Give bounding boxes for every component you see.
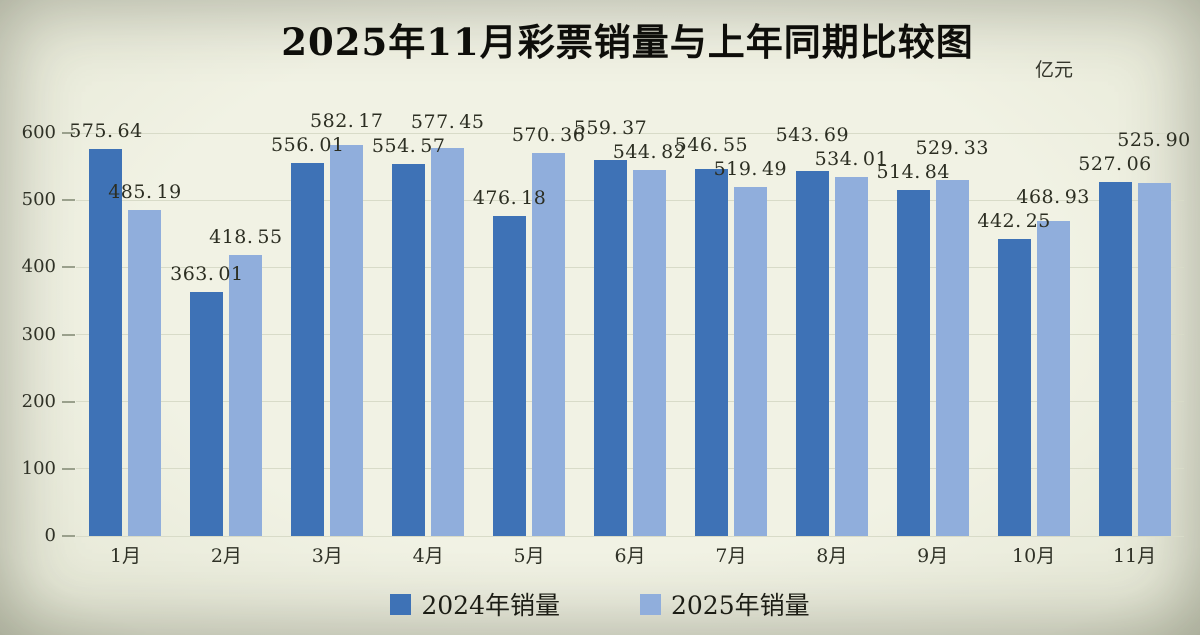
bar-value-label-2025-11月: 525. 90 — [1117, 128, 1191, 151]
legend: 2024年销量 2025年销量 — [0, 586, 1200, 622]
bar-2025-1月 — [128, 210, 162, 536]
bar-2025-10月 — [1036, 221, 1070, 536]
bar-value-label-2024-4月: 554. 57 — [371, 134, 446, 157]
x-axis-month-label: 2月 — [210, 545, 242, 567]
bar-2024-1月 — [89, 149, 123, 536]
x-axis-month-label: 7月 — [715, 545, 747, 567]
gridline-100 — [76, 468, 1184, 470]
bar-value-label-2024-10月: 442. 25 — [977, 209, 1051, 232]
axis-tick-200 — [62, 400, 75, 403]
legend-swatch-2025 — [640, 593, 661, 615]
x-axis-month-label: 11月 — [1112, 545, 1157, 567]
bar-value-label-2025-6月: 544. 82 — [612, 141, 687, 164]
gridline-600 — [76, 132, 1184, 134]
legend-item-2024: 2024年销量 — [390, 586, 560, 622]
y-axis-tick-label: 500 — [21, 189, 56, 211]
bar-2025-6月 — [633, 170, 666, 536]
x-axis-month-label: 3月 — [311, 545, 343, 567]
bar-2024-4月 — [392, 163, 426, 536]
gridline-0 — [76, 535, 1184, 537]
bar-value-label-2024-1月: 575. 64 — [69, 120, 143, 143]
y-axis-tick-label: 300 — [21, 323, 56, 345]
bar-value-label-2025-1月: 485. 19 — [108, 181, 182, 204]
x-axis-month-label: 5月 — [513, 545, 545, 567]
bar-value-label-2025-3月: 582. 17 — [310, 109, 384, 132]
y-axis-tick-label: 200 — [21, 390, 56, 412]
bar-2024-11月 — [1098, 181, 1132, 536]
gridline-300 — [76, 334, 1184, 335]
bar-value-label-2025-5月: 570. 36 — [511, 123, 586, 146]
bar-value-label-2024-3月: 556. 01 — [271, 133, 345, 156]
bar-value-label-2025-10月: 468. 93 — [1016, 185, 1090, 208]
bar-2024-10月 — [997, 238, 1031, 536]
bar-2024-7月 — [694, 168, 728, 536]
gridline-400 — [76, 266, 1184, 268]
bar-value-label-2025-8月: 534. 01 — [814, 148, 889, 171]
bar-2025-11月 — [1137, 182, 1171, 536]
bar-2025-8月 — [834, 177, 868, 536]
bar-2024-6月 — [594, 160, 627, 536]
axis-tick-0 — [62, 535, 75, 537]
y-axis-tick-label: 600 — [21, 122, 56, 143]
bar-2025-3月 — [330, 144, 364, 536]
bar-value-label-2024-7月: 546. 55 — [674, 134, 749, 157]
axis-tick-300 — [62, 333, 75, 336]
bar-2024-5月 — [493, 216, 527, 536]
x-axis-month-label: 10月 — [1012, 545, 1056, 567]
bar-value-label-2025-4月: 577. 45 — [410, 110, 485, 133]
bar-2025-4月 — [431, 148, 465, 536]
y-axis-tick-label: 100 — [21, 457, 56, 479]
bar-2025-9月 — [935, 180, 969, 536]
legend-label-2024: 2024年销量 — [421, 591, 560, 620]
bar-2025-5月 — [532, 152, 566, 536]
bar-2024-3月 — [291, 162, 325, 536]
bar-value-label-2025-7月: 519. 49 — [713, 158, 788, 181]
legend-item-2025: 2025年销量 — [640, 586, 810, 622]
bar-value-label-2024-5月: 476. 18 — [472, 187, 547, 210]
y-axis-tick-label: 0 — [44, 525, 56, 546]
x-axis-month-label: 6月 — [614, 545, 646, 567]
y-axis-tick-label: 400 — [21, 256, 56, 278]
bar-value-label-2024-2月: 363. 01 — [170, 263, 244, 286]
bar-value-label-2024-11月: 527. 06 — [1078, 152, 1152, 175]
x-axis-month-label: 8月 — [816, 545, 848, 567]
axis-tick-400 — [62, 266, 75, 269]
x-axis-month-label: 1月 — [109, 545, 141, 567]
bar-2025-7月 — [733, 187, 767, 536]
bar-value-label-2024-8月: 543. 69 — [775, 124, 850, 147]
legend-label-2025: 2025年销量 — [671, 591, 810, 620]
bar-value-label-2024-6月: 559. 37 — [573, 117, 648, 140]
chart-title: 2025年11月彩票销量与上年同期比较图 — [281, 20, 974, 64]
bar-value-label-2025-2月: 418. 55 — [209, 225, 283, 248]
legend-swatch-2024 — [390, 593, 412, 615]
axis-tick-600 — [62, 132, 75, 134]
bar-2025-2月 — [229, 254, 263, 536]
bar-2024-9月 — [896, 190, 930, 536]
bar-value-label-2024-9月: 514. 84 — [876, 161, 950, 184]
axis-tick-100 — [62, 467, 75, 470]
gridline-200 — [76, 401, 1184, 403]
x-axis-month-label: 9月 — [917, 545, 949, 567]
bar-2024-8月 — [795, 170, 829, 536]
bar-2024-2月 — [190, 292, 224, 536]
bar-value-label-2025-9月: 529. 33 — [915, 137, 989, 160]
axis-tick-500 — [62, 199, 75, 202]
x-axis-month-label: 4月 — [412, 545, 444, 567]
gridline-500 — [76, 199, 1184, 201]
unit-label: 亿元 — [1035, 59, 1074, 81]
